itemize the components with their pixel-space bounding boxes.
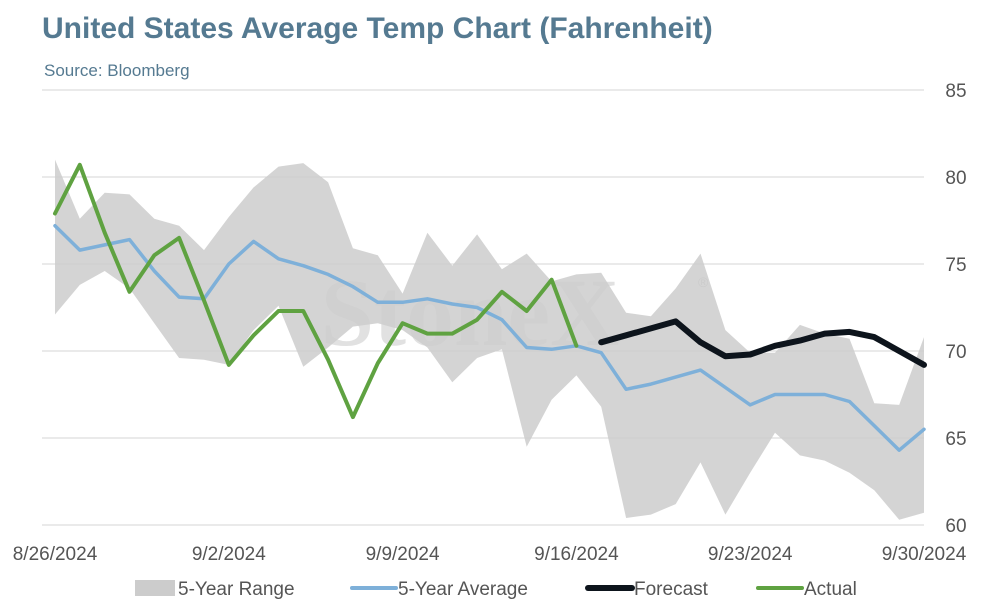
chart-title: United States Average Temp Chart (Fahren…	[42, 12, 713, 45]
legend-label-forecast: Forecast	[634, 579, 709, 600]
five-year-range-band	[55, 159, 924, 520]
y-tick-label-70: 70	[945, 342, 966, 363]
series-line-forecast	[598, 318, 927, 368]
y-tick-label-65: 65	[945, 429, 966, 450]
y-tick-label-80: 80	[945, 168, 966, 189]
x-tick-label-5: 9/30/2024	[882, 544, 967, 565]
grid-lines	[42, 89, 924, 526]
x-tick-label-4: 9/23/2024	[708, 544, 793, 565]
legend-label-5-year-average: 5-Year Average	[398, 579, 528, 600]
x-tick-label-1: 9/2/2024	[192, 544, 266, 565]
y-tick-label-75: 75	[945, 255, 966, 276]
x-tick-label-3: 9/16/2024	[534, 544, 619, 565]
range-band-area	[55, 159, 924, 520]
y-axis-ticks: 60 65 70 75 80 85	[945, 81, 966, 537]
x-axis-ticks: 8/26/2024 9/2/2024 9/9/2024 9/16/2024 9/23/2…	[13, 544, 967, 565]
x-tick-label-0: 8/26/2024	[13, 544, 98, 565]
series-line-actual	[53, 162, 579, 420]
legend-label-actual: Actual	[804, 579, 857, 600]
y-tick-label-85: 85	[945, 81, 966, 102]
chart-subtitle: Source: Bloomberg	[44, 61, 190, 80]
legend-label-5-year-range: 5-Year Range	[178, 579, 295, 600]
y-tick-label-60: 60	[945, 516, 966, 537]
series-line-5-year-average	[53, 223, 926, 452]
legend-swatch-5-year-range	[135, 580, 175, 596]
x-tick-label-2: 9/9/2024	[366, 544, 440, 565]
series-lines	[53, 162, 927, 452]
chart-legend: 5-Year Range 5-Year Average Forecast Actual	[135, 579, 857, 600]
